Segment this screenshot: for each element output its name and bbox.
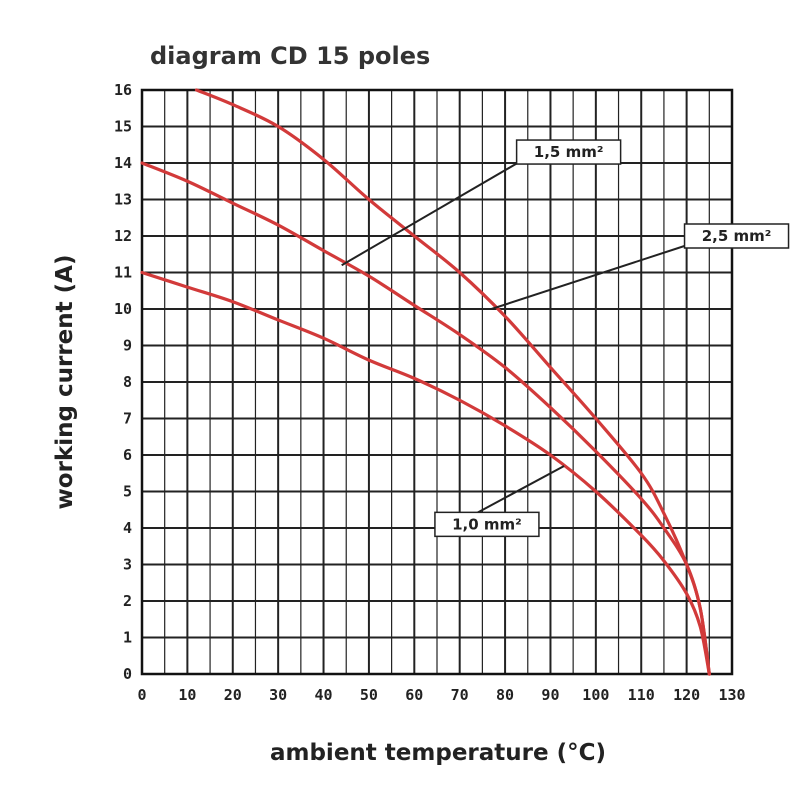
series-line-2 [140,161,711,676]
y-tick-label: 12 [114,227,132,245]
x-axis-title: ambient temperature (°C) [270,740,606,766]
x-tick-label: 50 [360,686,378,704]
x-tick-label: 0 [137,686,146,704]
x-tick-label: 130 [718,686,745,704]
x-tick-label: 60 [405,686,423,704]
x-tick-labels: 0 10 20 30 40 50 60 70 80 90 100 110 120 130 [137,686,745,704]
y-tick-label: 0 [123,665,132,683]
x-tick-label: 120 [673,686,700,704]
x-tick-label: 100 [582,686,609,704]
callout-box [515,139,622,165]
y-tick-label: 16 [114,81,132,99]
x-tick-label: 30 [269,686,287,704]
callout-leader [491,243,691,310]
y-tick-label: 10 [114,300,132,318]
y-tick-label: 13 [114,191,132,209]
callout-label: 2,5 mm² [702,227,772,245]
callout-box [434,511,540,538]
callouts: 1,5 mm² 2,5 mm² 1,0 mm² [341,139,790,538]
y-tick-label: 6 [123,446,132,464]
series-group [140,88,711,676]
callout-box [683,223,790,249]
callout-label: 1,5 mm² [534,143,604,161]
y-tick-label: 9 [123,337,132,355]
x-tick-label: 90 [541,686,559,704]
y-tick-label: 7 [123,410,132,428]
y-tick-label: 5 [123,483,132,501]
x-tick-label: 80 [496,686,514,704]
y-tick-label: 8 [123,373,132,391]
y-tick-label: 14 [114,154,132,172]
x-tick-label: 110 [628,686,655,704]
grid [140,88,734,676]
y-tick-label: 4 [123,519,132,537]
callout-leader [341,159,524,267]
x-tick-label: 40 [315,686,333,704]
y-axis-title: working current (A) [52,255,78,510]
y-tick-label: 2 [123,592,132,610]
x-tick-label: 20 [224,686,242,704]
x-tick-label: 10 [178,686,196,704]
x-tick-label: 70 [451,686,469,704]
y-tick-label: 3 [123,556,132,574]
y-tick-label: 1 [123,629,132,647]
y-tick-label: 11 [114,264,132,282]
y-tick-label: 15 [114,118,132,136]
plot-frame [140,88,734,676]
chart-title: diagram CD 15 poles [150,42,430,70]
series-line-3 [140,270,711,676]
callout-label: 1,0 mm² [452,515,522,533]
